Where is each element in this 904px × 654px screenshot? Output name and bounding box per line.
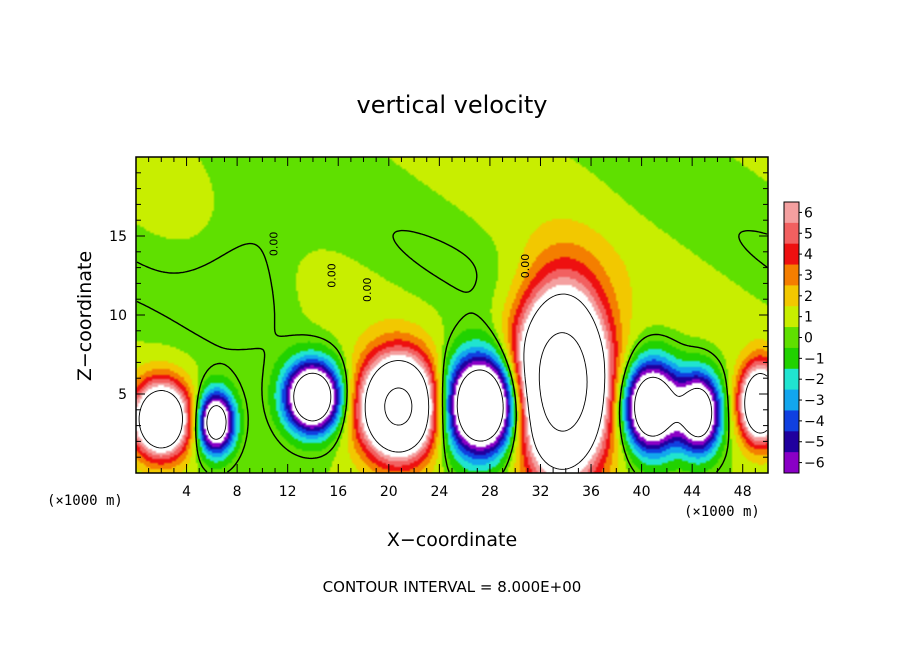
contour-line xyxy=(136,229,768,473)
colorbar-swatch xyxy=(784,243,799,266)
contour-interval-note: CONTOUR INTERVAL = 8.000E+00 xyxy=(323,578,582,596)
x-unit-note-right: (×1000 m) xyxy=(684,504,760,520)
colorbar-swatch xyxy=(784,410,799,432)
plot-area: 0.00 0.00 0.00 0.00 xyxy=(135,156,769,474)
contour-line xyxy=(206,369,713,442)
contour-label: 0.00 xyxy=(326,263,339,288)
colorbar-label: 0 xyxy=(804,331,813,347)
x-tick-label: 44 xyxy=(683,484,701,500)
zero-contour-lines xyxy=(136,229,768,473)
x-tick-label: 8 xyxy=(233,484,242,500)
colorbar-label: 2 xyxy=(804,289,813,305)
contour-labels: 0.00 0.00 0.00 0.00 xyxy=(268,232,533,302)
colorbar-label: −2 xyxy=(804,372,825,388)
x-tick-label: 32 xyxy=(532,484,550,500)
colorbar-label: 4 xyxy=(804,247,813,263)
colorbar-label: 5 xyxy=(804,226,813,242)
colorbar-swatch xyxy=(784,264,799,286)
colorbar-label: −1 xyxy=(804,351,825,367)
y-axis-label: Z−coordinate xyxy=(74,251,96,381)
contour-label: 0.00 xyxy=(519,254,532,279)
y-tick-label: 15 xyxy=(109,229,127,245)
x-tick-label: 12 xyxy=(279,484,297,500)
contour-line xyxy=(384,332,588,432)
colorbar-swatch xyxy=(784,452,799,474)
y-tick-label: 5 xyxy=(118,387,127,403)
contour-line xyxy=(138,293,768,470)
colorbar-label: −3 xyxy=(804,393,825,409)
x-tick-label: 36 xyxy=(582,484,600,500)
x-axis-ticks: 4 8 12 16 20 24 28 32 36 40 44 48 xyxy=(148,157,756,500)
colorbar-swatch xyxy=(784,202,799,224)
colorbar-label: 3 xyxy=(804,268,813,284)
x-axis-label: X−coordinate xyxy=(387,529,517,551)
y-tick-label: 10 xyxy=(109,308,127,324)
contour-label: 0.00 xyxy=(268,232,281,257)
x-tick-label: 20 xyxy=(380,484,398,500)
colorbar-label: 1 xyxy=(804,310,813,326)
x-tick-label: 48 xyxy=(734,484,752,500)
colorbar-swatch xyxy=(784,327,799,349)
chart-title: vertical velocity xyxy=(357,91,548,119)
colorbar-label: −6 xyxy=(804,456,825,472)
colorbar-label: −5 xyxy=(804,435,825,451)
x-tick-label: 16 xyxy=(329,484,347,500)
x-tick-label: 24 xyxy=(430,484,448,500)
colorbar-swatch xyxy=(784,222,799,245)
velocity-heatmap xyxy=(136,157,768,473)
colorbar-swatch xyxy=(784,389,799,411)
colorbar: 6 5 4 3 2 1 0 −1 −2 −3 −4 −5 −6 xyxy=(783,201,825,474)
x-tick-label: 28 xyxy=(481,484,499,500)
colorbar-label: 6 xyxy=(804,205,813,221)
contour-label: 0.00 xyxy=(361,277,374,302)
x-unit-note-left: (×1000 m) xyxy=(47,493,123,509)
colorbar-swatch xyxy=(784,285,799,307)
colorbar-swatch xyxy=(784,347,799,370)
colorbar-swatch xyxy=(784,368,799,391)
y-axis-ticks: 5 10 15 xyxy=(109,172,768,458)
colorbar-label: −4 xyxy=(804,414,825,430)
colorbar-swatch xyxy=(784,306,799,328)
x-tick-label: 4 xyxy=(182,484,191,500)
colorbar-swatch xyxy=(784,431,799,453)
x-tick-label: 40 xyxy=(633,484,651,500)
